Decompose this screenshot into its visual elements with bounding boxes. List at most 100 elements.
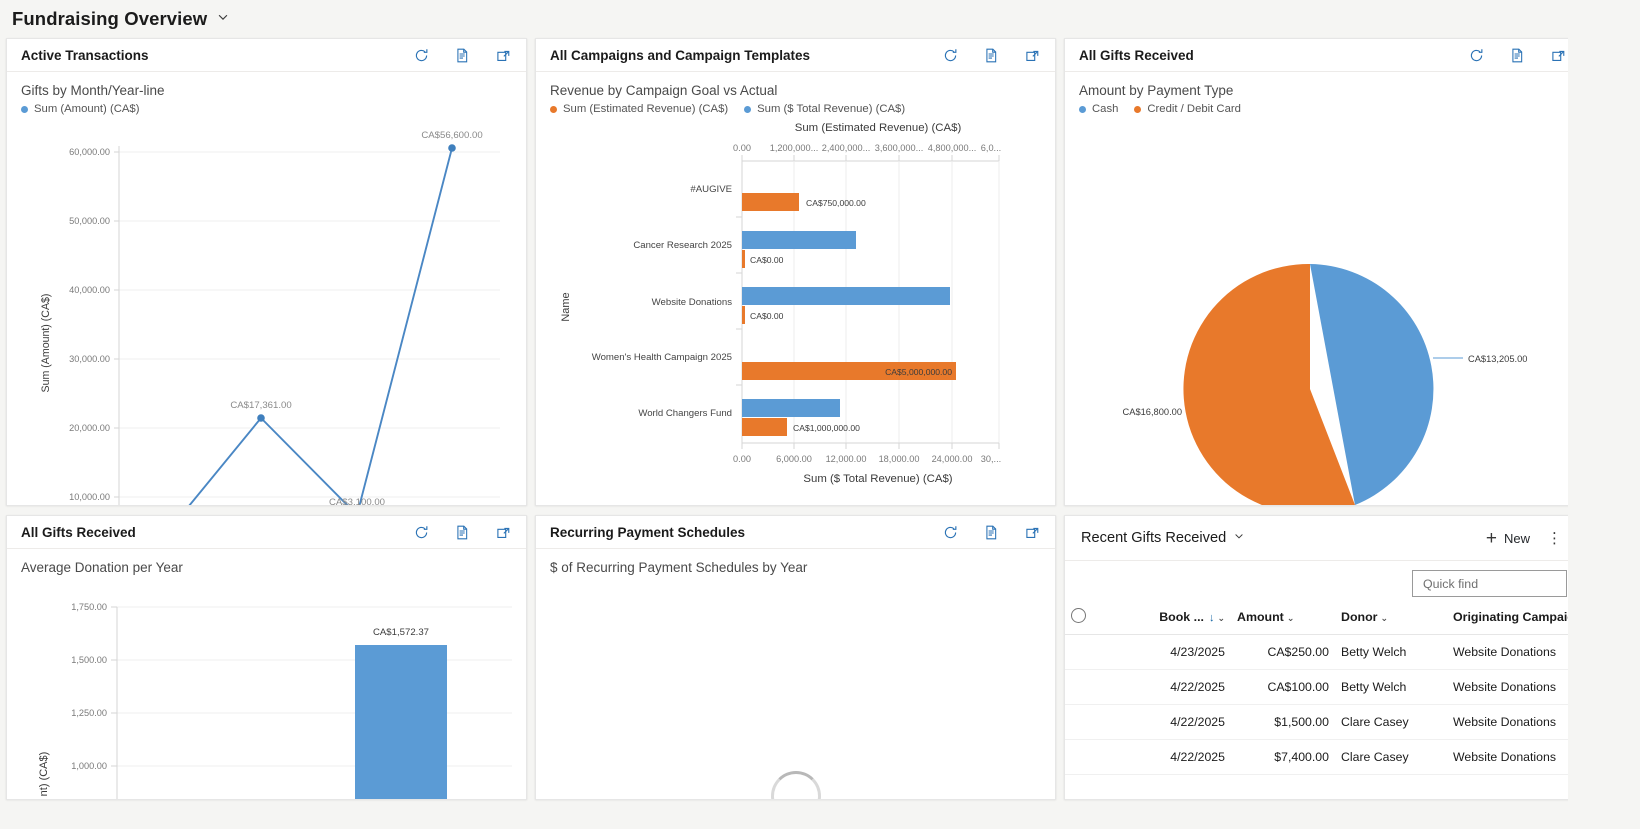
bar-estimated: [742, 250, 745, 268]
bar-label: CA$1,000,000.00: [793, 423, 860, 433]
cell-donor[interactable]: Clare Casey: [1335, 739, 1447, 775]
column-header-amount[interactable]: Amount ⌄: [1231, 604, 1335, 635]
bar-estimated: [742, 418, 787, 436]
column-header-donor[interactable]: Donor ⌄: [1335, 604, 1447, 635]
row-select-cell[interactable]: [1065, 669, 1123, 705]
top-axis-title: Sum (Estimated Revenue) (CA$): [795, 122, 962, 134]
bottom-tick: 24,000.00: [932, 454, 973, 464]
export-records-icon[interactable]: [1509, 47, 1526, 64]
category-label: Website Donations: [652, 297, 733, 308]
cell-campaign[interactable]: Website Donations: [1447, 739, 1581, 775]
legend-swatch: [21, 105, 28, 113]
legend-label: Credit / Debit Card: [1147, 103, 1241, 115]
line-chart: 60,000.00 50,000.00 40,000.00 30,000.00 …: [7, 128, 526, 505]
legend-item[interactable]: Cash: [1079, 103, 1118, 115]
row-select-cell[interactable]: [1065, 704, 1123, 740]
legend-item[interactable]: Sum (Estimated Revenue) (CA$): [550, 103, 728, 115]
bottom-tick: 12,000.00: [826, 454, 867, 464]
open-in-new-window-icon[interactable]: [495, 524, 512, 541]
open-in-new-window-icon[interactable]: [495, 47, 512, 64]
refresh-icon[interactable]: [413, 47, 430, 64]
panel-all-gifts-bar: All Gifts Received Average Donation per …: [6, 515, 527, 800]
y-tick: 20,000.00: [69, 423, 110, 433]
data-label: CA$17,361.00: [230, 400, 291, 411]
cell-campaign[interactable]: Website Donations: [1447, 669, 1581, 705]
bottom-tick: 30,...: [981, 454, 1001, 464]
select-all-radio[interactable]: [1071, 608, 1086, 623]
bar-average-donation: [355, 645, 447, 799]
panel-header: All Gifts Received: [1065, 39, 1581, 72]
cell-amount: CA$250.00: [1231, 634, 1335, 670]
cell-campaign[interactable]: Website Donations: [1447, 704, 1581, 740]
cell-campaign[interactable]: Website Donations: [1447, 634, 1581, 670]
export-records-icon[interactable]: [983, 524, 1000, 541]
chevron-down-icon[interactable]: ⌄: [1286, 613, 1295, 623]
export-records-icon[interactable]: [454, 47, 471, 64]
top-tick: 3,600,000...: [875, 143, 924, 153]
refresh-icon[interactable]: [942, 524, 959, 541]
cell-donor[interactable]: Betty Welch: [1335, 634, 1447, 670]
bottom-axis-title: Sum ($ Total Revenue) (CA$): [803, 473, 952, 485]
legend-item[interactable]: Credit / Debit Card: [1134, 103, 1241, 115]
legend-item[interactable]: Sum (Amount) (CA$): [21, 103, 139, 115]
cell-amount: $7,400.00: [1231, 739, 1335, 775]
y-axis-title: Sum (Amount) (CA$): [40, 294, 52, 393]
pie-chart: CA$13,205.00 CA$16,800.00: [1065, 124, 1581, 505]
column-header-select[interactable]: [1065, 604, 1123, 635]
refresh-icon[interactable]: [1468, 47, 1485, 64]
panel-title: Active Transactions: [21, 47, 149, 63]
viz-title: $ of Recurring Payment Schedules by Year: [550, 560, 808, 575]
table-row[interactable]: 4/22/2025 $1,500.00 Clare Casey Website …: [1065, 704, 1581, 740]
more-commands-icon[interactable]: ⋮: [1547, 529, 1562, 547]
chevron-down-icon[interactable]: [1233, 530, 1245, 542]
column-header-book-date[interactable]: Book ... ↓ ⌄: [1123, 604, 1231, 635]
row-select-cell[interactable]: [1065, 634, 1123, 670]
table-row[interactable]: 4/22/2025 $7,400.00 Clare Casey Website …: [1065, 739, 1581, 775]
search-input[interactable]: [1421, 575, 1581, 592]
top-tick: 6,0...: [981, 143, 1001, 153]
cell-amount: $1,500.00: [1231, 704, 1335, 740]
y-tick: 10,000.00: [69, 492, 110, 502]
bar-label: CA$1,572.37: [373, 627, 429, 638]
table-row[interactable]: 4/23/2025 CA$250.00 Betty Welch Website …: [1065, 634, 1581, 670]
table-row[interactable]: 4/22/2025 CA$100.00 Betty Welch Website …: [1065, 669, 1581, 705]
viz-title: Gifts by Month/Year-line: [21, 83, 165, 98]
cell-book-date: 4/22/2025: [1123, 739, 1231, 775]
chevron-down-icon[interactable]: ⌄: [1217, 613, 1225, 623]
cell-donor[interactable]: Clare Casey: [1335, 704, 1447, 740]
chevron-down-icon[interactable]: [216, 10, 230, 24]
bar-label: CA$5,000,000.00: [885, 367, 952, 377]
column-header-originating-campaign[interactable]: Originating Campaign⌄: [1447, 604, 1581, 635]
open-in-new-window-icon[interactable]: [1550, 47, 1567, 64]
row-select-cell[interactable]: [1065, 739, 1123, 775]
column-label: Originating Campaign: [1453, 610, 1581, 624]
panel-body: Gifts by Month/Year-line Sum (Amount) (C…: [7, 72, 526, 505]
bar-estimated: [742, 193, 799, 211]
chevron-down-icon[interactable]: ⌄: [1380, 613, 1389, 623]
refresh-icon[interactable]: [942, 47, 959, 64]
bar-label: CA$750,000.00: [806, 198, 866, 208]
bar-estimated: [742, 362, 956, 380]
export-records-icon[interactable]: [983, 47, 1000, 64]
quick-find-box[interactable]: [1412, 570, 1581, 597]
export-records-icon[interactable]: [454, 524, 471, 541]
new-button-label: New: [1503, 530, 1530, 546]
y-tick: 50,000.00: [69, 216, 110, 226]
refresh-icon[interactable]: [413, 524, 430, 541]
list-header: Recent Gifts Received + New ⋮: [1065, 516, 1581, 561]
legend-swatch: [1134, 105, 1142, 113]
panel-body: Amount by Payment Type Cash Credit / Deb…: [1065, 72, 1581, 505]
open-in-new-window-icon[interactable]: [1024, 47, 1041, 64]
dashboard-header: Fundraising Overview: [0, 0, 1640, 38]
new-button[interactable]: + New: [1486, 529, 1530, 548]
category-label: #AUGIVE: [690, 184, 732, 195]
cell-donor[interactable]: Betty Welch: [1335, 669, 1447, 705]
cell-book-date: 4/22/2025: [1123, 704, 1231, 740]
viz-title: Average Donation per Year: [21, 560, 183, 575]
legend-swatch: [1079, 105, 1086, 113]
legend-label: Sum (Estimated Revenue) (CA$): [563, 103, 729, 115]
bottom-tick: 18,000.00: [879, 454, 920, 464]
legend-item[interactable]: Sum ($ Total Revenue) (CA$): [744, 103, 905, 115]
cell-amount: CA$100.00: [1231, 669, 1335, 705]
open-in-new-window-icon[interactable]: [1024, 524, 1041, 541]
